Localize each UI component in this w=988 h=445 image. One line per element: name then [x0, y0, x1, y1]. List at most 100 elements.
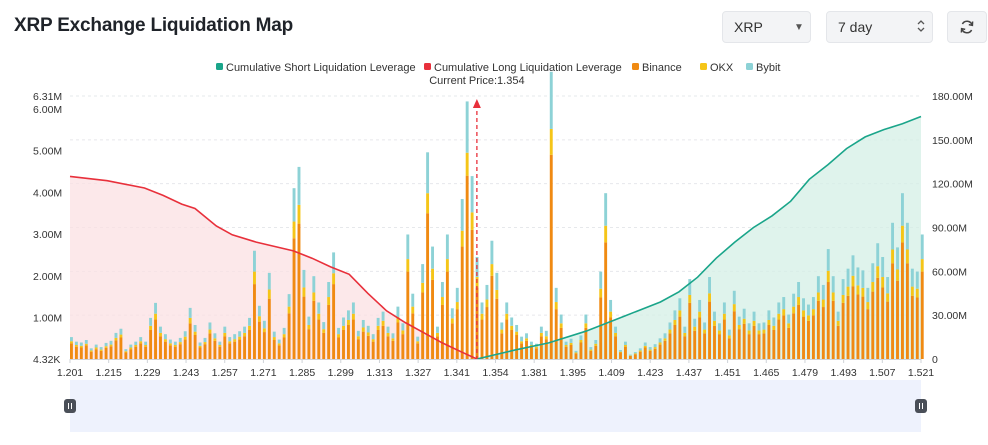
refresh-icon	[960, 20, 974, 34]
x-axis: 1.201 1.215 1.229 1.243 1.257 1.271 1.285 1.299…	[57, 359, 934, 379]
x-tick-label: 1.493	[830, 367, 856, 379]
bar-binance	[396, 322, 400, 359]
exchange-bars	[70, 71, 924, 359]
bar-okx	[322, 329, 326, 333]
bar-okx	[396, 317, 400, 323]
long-cumulative-area	[70, 176, 477, 359]
bar-okx	[881, 277, 885, 288]
bar-okx	[668, 329, 672, 334]
slider-handle-right[interactable]	[915, 399, 927, 413]
bar-okx	[633, 353, 637, 355]
bar-binance	[124, 352, 128, 359]
bar-bybit	[599, 271, 603, 289]
range-slider[interactable]	[64, 380, 927, 432]
x-tick-label: 1.243	[173, 367, 199, 379]
bar-okx	[539, 332, 543, 337]
x-tick-label: 1.423	[637, 367, 663, 379]
slider-handle-left[interactable]	[64, 399, 76, 413]
bar-bybit	[327, 282, 331, 298]
bar-binance	[752, 325, 756, 359]
bar-okx	[84, 343, 88, 346]
bar-bybit	[811, 297, 815, 310]
bar-binance	[371, 341, 375, 359]
bar-binance	[173, 346, 177, 359]
bar-bybit	[366, 325, 370, 333]
bar-bybit	[609, 299, 613, 312]
x-tick-label: 1.327	[405, 367, 431, 379]
bar-okx	[139, 341, 143, 344]
bar-okx	[525, 338, 528, 341]
bar-bybit	[490, 240, 494, 265]
bar-bybit	[406, 234, 410, 260]
bar-binance	[713, 325, 716, 359]
bar-binance	[317, 319, 321, 359]
bar-binance	[262, 332, 266, 359]
bar-okx	[361, 327, 365, 332]
x-tick-label: 1.271	[250, 367, 276, 379]
bar-okx	[351, 313, 355, 320]
bar-binance	[698, 317, 702, 359]
bar-binance	[846, 295, 850, 359]
bar-bybit	[322, 322, 326, 330]
bar-binance	[257, 321, 261, 359]
bar-binance	[74, 346, 78, 359]
refresh-button[interactable]	[947, 11, 987, 43]
bar-binance	[248, 329, 251, 359]
bar-okx	[307, 324, 311, 330]
slider-track	[70, 380, 921, 432]
bar-bybit	[485, 284, 489, 300]
bar-okx	[223, 332, 227, 337]
bar-binance	[638, 351, 642, 359]
bar-bybit	[233, 334, 237, 340]
bar-bybit	[505, 302, 509, 314]
bar-okx	[455, 302, 459, 310]
bar-bybit	[109, 340, 113, 345]
bar-binance	[104, 347, 108, 359]
bar-bybit	[208, 322, 212, 330]
y-left-tick-label: 5.00M	[33, 146, 62, 158]
bar-okx	[886, 293, 890, 302]
bar-binance	[79, 347, 83, 359]
bar-binance	[826, 282, 830, 359]
x-tick-label: 1.285	[289, 367, 315, 379]
y-right-tick-label: 30.00M	[932, 310, 967, 322]
bar-okx	[272, 337, 276, 340]
bar-bybit	[614, 326, 618, 333]
bar-okx	[445, 259, 449, 272]
y-left-tick-label: 1.00M	[33, 312, 62, 324]
bar-bybit	[920, 234, 924, 260]
bar-okx	[846, 286, 850, 296]
bar-bybit	[777, 302, 781, 314]
bar-okx	[594, 343, 598, 346]
bar-binance	[886, 301, 890, 359]
symbol-select[interactable]: XRP ▼	[722, 11, 811, 43]
bar-okx	[233, 339, 237, 342]
y-right-tick-label: 0	[932, 354, 938, 366]
current-price-marker: Current Price:1.354	[429, 75, 525, 359]
bar-okx	[678, 310, 682, 317]
bar-bybit	[159, 326, 162, 333]
bar-binance	[628, 355, 632, 359]
bar-okx	[317, 313, 321, 320]
bar-okx	[347, 319, 350, 325]
bar-bybit	[470, 176, 474, 213]
bar-binance	[144, 346, 148, 359]
bar-okx	[366, 332, 370, 336]
bar-okx	[188, 317, 192, 324]
bar-okx	[460, 230, 464, 247]
bar-bybit	[703, 322, 707, 330]
bar-binance	[836, 325, 840, 359]
current-price-arrow	[472, 99, 481, 108]
period-select[interactable]: 7 day	[826, 11, 933, 43]
bar-okx	[173, 344, 177, 347]
bar-okx	[807, 315, 810, 321]
bar-binance	[619, 352, 622, 359]
bar-binance	[322, 332, 326, 359]
bar-binance	[198, 347, 202, 359]
bar-bybit	[678, 298, 682, 311]
bar-okx	[312, 292, 316, 301]
bar-okx	[876, 266, 880, 278]
y-right-tick-label: 60.00M	[932, 266, 967, 278]
bar-bybit	[767, 310, 771, 320]
bar-okx	[901, 225, 904, 243]
